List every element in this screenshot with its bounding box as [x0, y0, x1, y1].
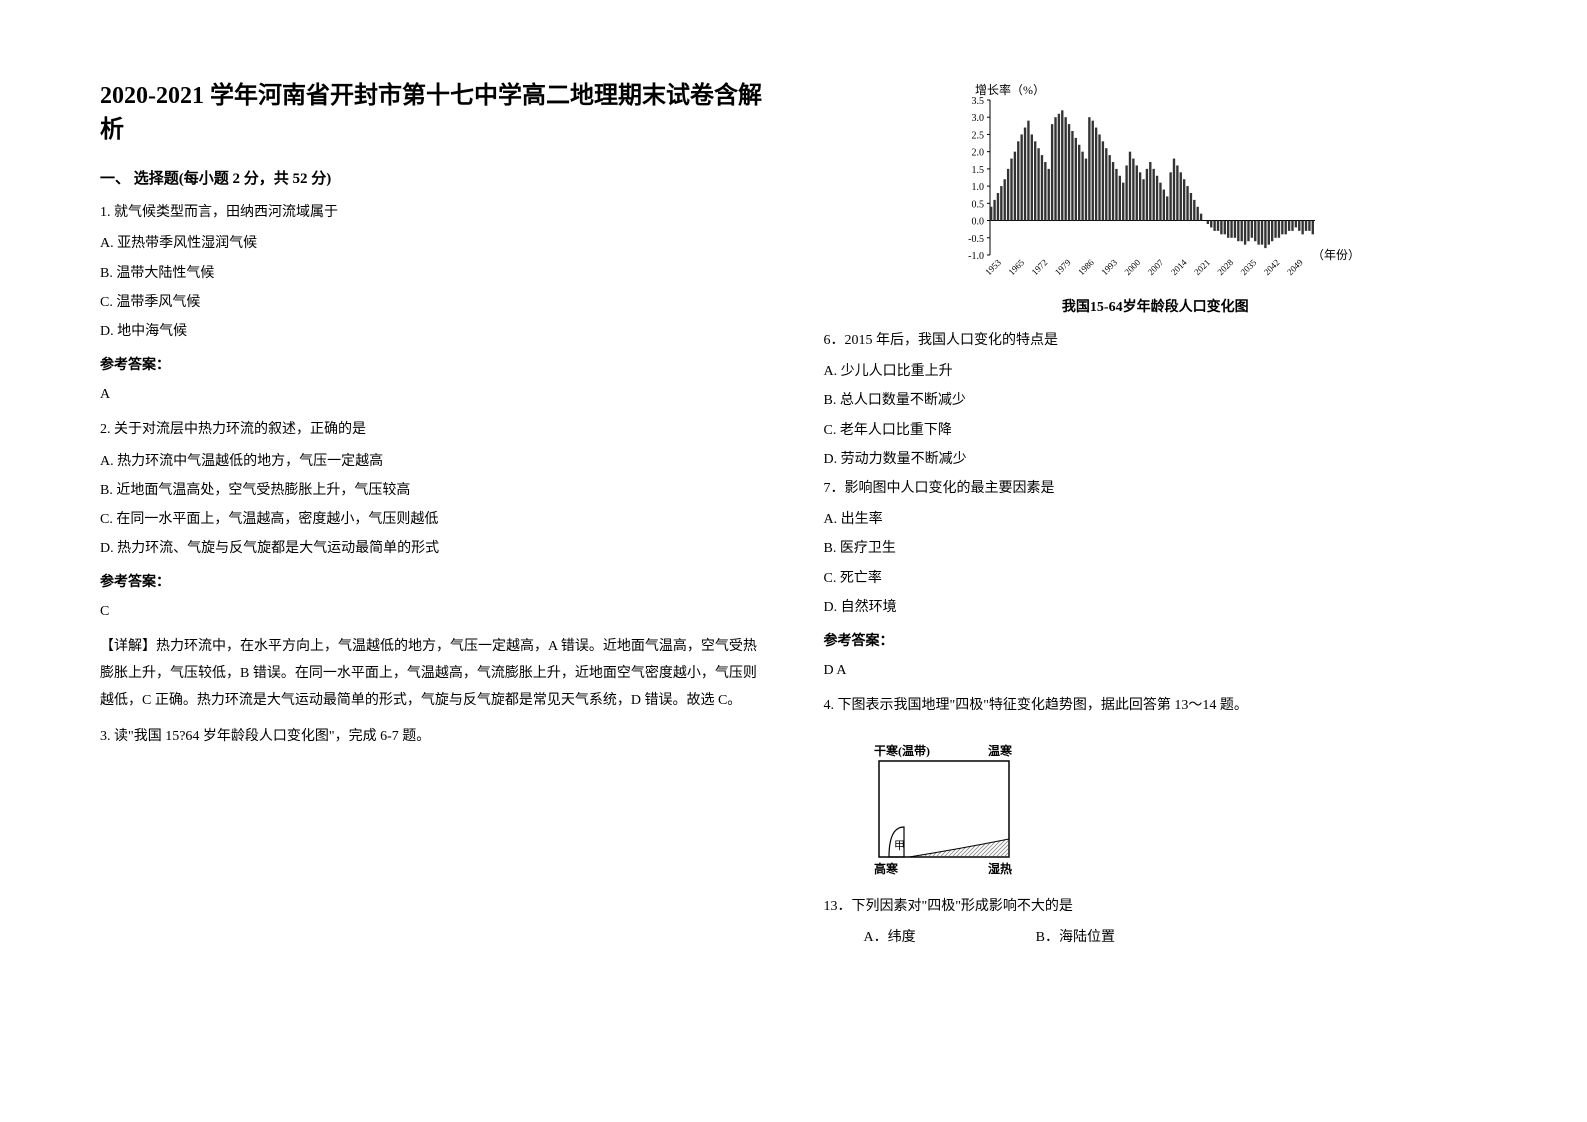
- svg-text:1986: 1986: [1076, 257, 1096, 277]
- svg-text:3.0: 3.0: [972, 113, 985, 124]
- q7-answer: D A: [824, 658, 1488, 683]
- svg-text:3.5: 3.5: [972, 96, 985, 107]
- q1-option-d: D. 地中海气候: [100, 319, 764, 344]
- svg-text:2000: 2000: [1123, 257, 1143, 277]
- q13-stem: 13．下列因素对"四极"形成影响不大的是: [824, 894, 1488, 919]
- svg-text:-1.0: -1.0: [968, 251, 984, 262]
- q1-answer-label: 参考答案：: [100, 354, 764, 374]
- q2-answer-label: 参考答案：: [100, 571, 764, 591]
- q2-explanation: 【详解】热力环流中，在水平方向上，气温越低的地方，气压一定越高，A 错误。近地面…: [100, 634, 764, 714]
- svg-text:2.0: 2.0: [972, 148, 985, 159]
- q2-option-d: D. 热力环流、气旋与反气旋都是大气运动最简单的形式: [100, 536, 764, 561]
- q13-options: A．纬度 B．海陆位置: [824, 925, 1488, 954]
- section-heading: 一、 选择题(每小题 2 分，共 52 分): [100, 167, 764, 188]
- svg-text:甲: 甲: [894, 840, 905, 852]
- q6-option-a: A. 少儿人口比重上升: [824, 359, 1488, 384]
- q7-option-d: D. 自然环境: [824, 595, 1488, 620]
- chart-caption: 我国15-64岁年龄段人口变化图: [824, 296, 1488, 316]
- svg-text:增长率（%）: 增长率（%）: [975, 82, 1045, 97]
- q3-stem: 3. 读"我国 15?64 岁年龄段人口变化图"，完成 6-7 题。: [100, 724, 764, 749]
- q6-option-c: C. 老年人口比重下降: [824, 418, 1488, 443]
- q13-option-a: A．纬度: [864, 925, 916, 950]
- svg-text:1953: 1953: [983, 257, 1003, 277]
- q1-option-b: B. 温带大陆性气候: [100, 261, 764, 286]
- svg-text:1965: 1965: [1007, 257, 1027, 277]
- svg-text:0.5: 0.5: [972, 199, 985, 210]
- right-column: 增长率（%） -1.0 -0.5 0.0 0.5 1.0 1.5 2.0 2.5 3.0 3.5 19…: [824, 80, 1488, 1042]
- exam-title: 2020-2021 学年河南省开封市第十七中学高二地理期末试卷含解析: [100, 80, 764, 147]
- svg-text:2014: 2014: [1169, 257, 1189, 277]
- svg-text:0.0: 0.0: [972, 217, 985, 228]
- svg-text:温寒: 温寒: [987, 743, 1011, 758]
- svg-text:2007: 2007: [1146, 257, 1166, 277]
- q1-option-a: A. 亚热带季风性湿润气候: [100, 231, 764, 256]
- q2-stem: 2. 关于对流层中热力环流的叙述，正确的是: [100, 417, 764, 442]
- q2-option-b: B. 近地面气温高处，空气受热膨胀上升，气压较高: [100, 478, 764, 503]
- q1-answer: A: [100, 382, 764, 407]
- q2-answer: C: [100, 599, 764, 624]
- svg-text:2028: 2028: [1216, 257, 1236, 277]
- q7-option-c: C. 死亡率: [824, 566, 1488, 591]
- diagram-svg: 甲 干寒(温带) 温寒高寒 湿热: [854, 739, 1034, 879]
- svg-text:1979: 1979: [1053, 257, 1073, 277]
- left-column: 2020-2021 学年河南省开封市第十七中学高二地理期末试卷含解析 一、 选择…: [100, 80, 764, 1042]
- q6-option-d: D. 劳动力数量不断减少: [824, 447, 1488, 472]
- q7-answer-label: 参考答案：: [824, 630, 1488, 650]
- svg-text:-0.5: -0.5: [968, 234, 984, 245]
- q13-option-b: B．海陆位置: [1036, 925, 1115, 950]
- population-chart: 增长率（%） -1.0 -0.5 0.0 0.5 1.0 1.5 2.0 2.5 3.0 3.5 19…: [945, 80, 1365, 290]
- chart-svg: 增长率（%） -1.0 -0.5 0.0 0.5 1.0 1.5 2.0 2.5 3.0 3.5 19…: [945, 80, 1365, 290]
- svg-text:高寒: 高寒: [874, 861, 898, 876]
- svg-text:2049: 2049: [1285, 257, 1305, 277]
- q1-option-c: C. 温带季风气候: [100, 290, 764, 315]
- svg-text:（年份）: （年份）: [1312, 248, 1360, 262]
- q4-stem: 4. 下图表示我国地理"四极"特征变化趋势图，据此回答第 13～14 题。: [824, 693, 1488, 718]
- svg-text:1972: 1972: [1030, 257, 1050, 277]
- q7-stem: 7．影响图中人口变化的最主要因素是: [824, 476, 1488, 501]
- svg-text:2.5: 2.5: [972, 130, 985, 141]
- svg-text:1993: 1993: [1100, 257, 1120, 277]
- svg-text:1.5: 1.5: [972, 165, 985, 176]
- q2-option-a: A. 热力环流中气温越低的地方，气压一定越高: [100, 449, 764, 474]
- q7-option-a: A. 出生率: [824, 507, 1488, 532]
- q6-option-b: B. 总人口数量不断减少: [824, 388, 1488, 413]
- q1-stem: 1. 就气候类型而言，田纳西河流域属于: [100, 200, 764, 225]
- q6-stem: 6．2015 年后，我国人口变化的特点是: [824, 328, 1488, 353]
- svg-text:1.0: 1.0: [972, 182, 985, 193]
- svg-text:干寒(温带): 干寒(温带): [874, 743, 930, 758]
- svg-text:2035: 2035: [1239, 257, 1259, 277]
- svg-text:湿热: 湿热: [987, 861, 1011, 876]
- svg-text:2042: 2042: [1262, 257, 1282, 277]
- q2-option-c: C. 在同一水平面上，气温越高，密度越小，气压则越低: [100, 507, 764, 532]
- svg-text:2021: 2021: [1192, 257, 1212, 277]
- four-poles-diagram: 甲 干寒(温带) 温寒高寒 湿热: [854, 739, 1034, 879]
- q7-option-b: B. 医疗卫生: [824, 536, 1488, 561]
